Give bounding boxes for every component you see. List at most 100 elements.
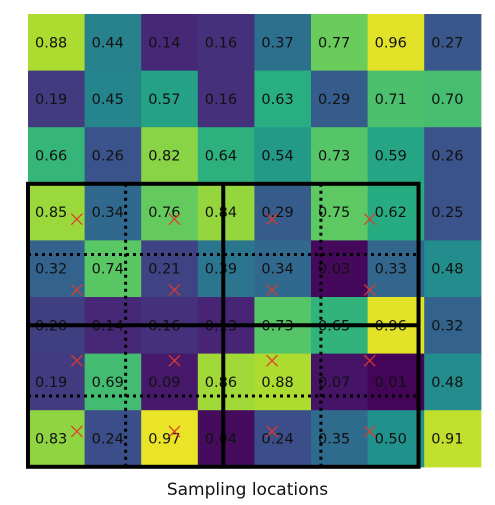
grid-cell xyxy=(254,127,312,185)
grid-cell xyxy=(197,14,255,72)
sampling-point-marker xyxy=(168,284,181,296)
sampling-point-marker xyxy=(266,425,279,438)
cell-value: 0.03 xyxy=(318,262,350,278)
cell-value: 0.26 xyxy=(431,149,463,165)
grid-cell xyxy=(254,14,312,72)
cell-value: 0.88 xyxy=(35,35,67,51)
grid-cell xyxy=(424,410,482,468)
cell-value: 0.97 xyxy=(148,432,180,448)
cell-value: 0.45 xyxy=(92,92,124,108)
cell-value: 0.96 xyxy=(375,35,407,51)
grid-cell xyxy=(84,70,142,128)
cell-value: 0.32 xyxy=(431,318,463,334)
cell-value: 0.75 xyxy=(318,205,350,221)
sampling-point-marker xyxy=(266,213,279,226)
cell-value: 0.82 xyxy=(148,149,180,165)
cell-value: 0.29 xyxy=(318,92,350,108)
grid-cell xyxy=(141,183,199,241)
grid-cell xyxy=(141,240,199,298)
cell-value: 0.24 xyxy=(92,432,124,448)
grid-cell xyxy=(28,410,86,468)
cell-value: 0.34 xyxy=(92,205,124,221)
cell-value: 0.71 xyxy=(375,92,407,108)
grid-cell xyxy=(141,70,199,128)
grid-cell xyxy=(424,70,482,128)
cell-value: 0.64 xyxy=(205,149,237,165)
cell-value: 0.73 xyxy=(318,149,350,165)
sampling-point-marker xyxy=(363,354,376,367)
cell-value: 0.88 xyxy=(261,375,293,391)
cell-value: 0.63 xyxy=(261,92,293,108)
grid-cell xyxy=(84,353,142,411)
feature-map-grid: 0.88 0.44 0.14 0.16 0.37 0.77 0.96 0.27 0.19 0.45… xyxy=(28,14,482,468)
cell-value: 0.16 xyxy=(205,92,237,108)
grid-cell xyxy=(311,127,369,185)
sampling-point-marker xyxy=(363,284,376,296)
grid-cell xyxy=(424,353,482,411)
grid-cell xyxy=(367,410,425,468)
grid-cell xyxy=(254,353,312,411)
grid-cell xyxy=(28,127,86,185)
grid-cell xyxy=(367,14,425,72)
cell-value: 0.21 xyxy=(148,262,180,278)
sampling-point-marker xyxy=(70,354,83,367)
grid-cell xyxy=(367,183,425,241)
cell-value: 0.48 xyxy=(431,375,463,391)
sampling-point-marker xyxy=(70,284,83,296)
grid-cell xyxy=(141,14,199,72)
grid-cell xyxy=(424,14,482,72)
grid-cell xyxy=(197,410,255,468)
cell-value: 0.44 xyxy=(92,35,124,51)
cell-value: 0.14 xyxy=(148,35,180,51)
grid-cell xyxy=(28,70,86,128)
cell-value: 0.62 xyxy=(375,205,407,221)
cell-value: 0.66 xyxy=(35,149,67,165)
cell-value: 0.48 xyxy=(431,262,463,278)
cell-value: 0.25 xyxy=(431,205,463,221)
cell-value: 0.33 xyxy=(375,262,407,278)
grid-cell xyxy=(367,70,425,128)
grid-cell xyxy=(424,183,482,241)
cell-value: 0.70 xyxy=(431,92,463,108)
cell-value: 0.39 xyxy=(205,262,237,278)
sampling-point-marker xyxy=(70,213,83,226)
cell-value: 0.86 xyxy=(205,375,237,391)
cell-value: 0.83 xyxy=(35,432,67,448)
sampling-point-marker xyxy=(168,425,181,438)
cell-value: 0.19 xyxy=(35,375,67,391)
grid-cell xyxy=(367,240,425,298)
cell-value: 0.32 xyxy=(35,262,67,278)
grid-cell xyxy=(424,297,482,355)
grid-cell xyxy=(367,127,425,185)
cell-value: 0.07 xyxy=(318,375,350,391)
sampling-point-marker xyxy=(266,354,279,367)
grid-cell xyxy=(254,410,312,468)
cell-value: 0.19 xyxy=(35,92,67,108)
sampling-point-marker xyxy=(168,213,181,226)
cell-value: 0.57 xyxy=(148,92,180,108)
grid-cell xyxy=(424,240,482,298)
roi-bins-outline xyxy=(26,181,421,469)
cell-value: 0.69 xyxy=(92,375,124,391)
cell-value: 0.59 xyxy=(375,149,407,165)
grid-cell xyxy=(197,353,255,411)
cell-value: 0.74 xyxy=(92,262,124,278)
cell-value: 0.29 xyxy=(261,205,293,221)
sampling-points xyxy=(70,213,376,438)
grid-cell xyxy=(254,240,312,298)
sampling-point-marker xyxy=(70,425,83,438)
sampling-point-marker xyxy=(363,213,376,226)
cell-value: 0.24 xyxy=(261,432,293,448)
grid-cell xyxy=(141,353,199,411)
cell-value: 0.54 xyxy=(261,149,293,165)
cell-value: 0.91 xyxy=(431,432,463,448)
cell-value: 0.50 xyxy=(375,432,407,448)
grid-cell xyxy=(254,183,312,241)
sampling-point-marker xyxy=(168,354,181,367)
grid-cell xyxy=(311,70,369,128)
grid-cell xyxy=(197,70,255,128)
figure-caption: Sampling locations xyxy=(166,480,329,500)
sampling-point-marker xyxy=(266,284,279,296)
cell-value: 0.16 xyxy=(205,35,237,51)
